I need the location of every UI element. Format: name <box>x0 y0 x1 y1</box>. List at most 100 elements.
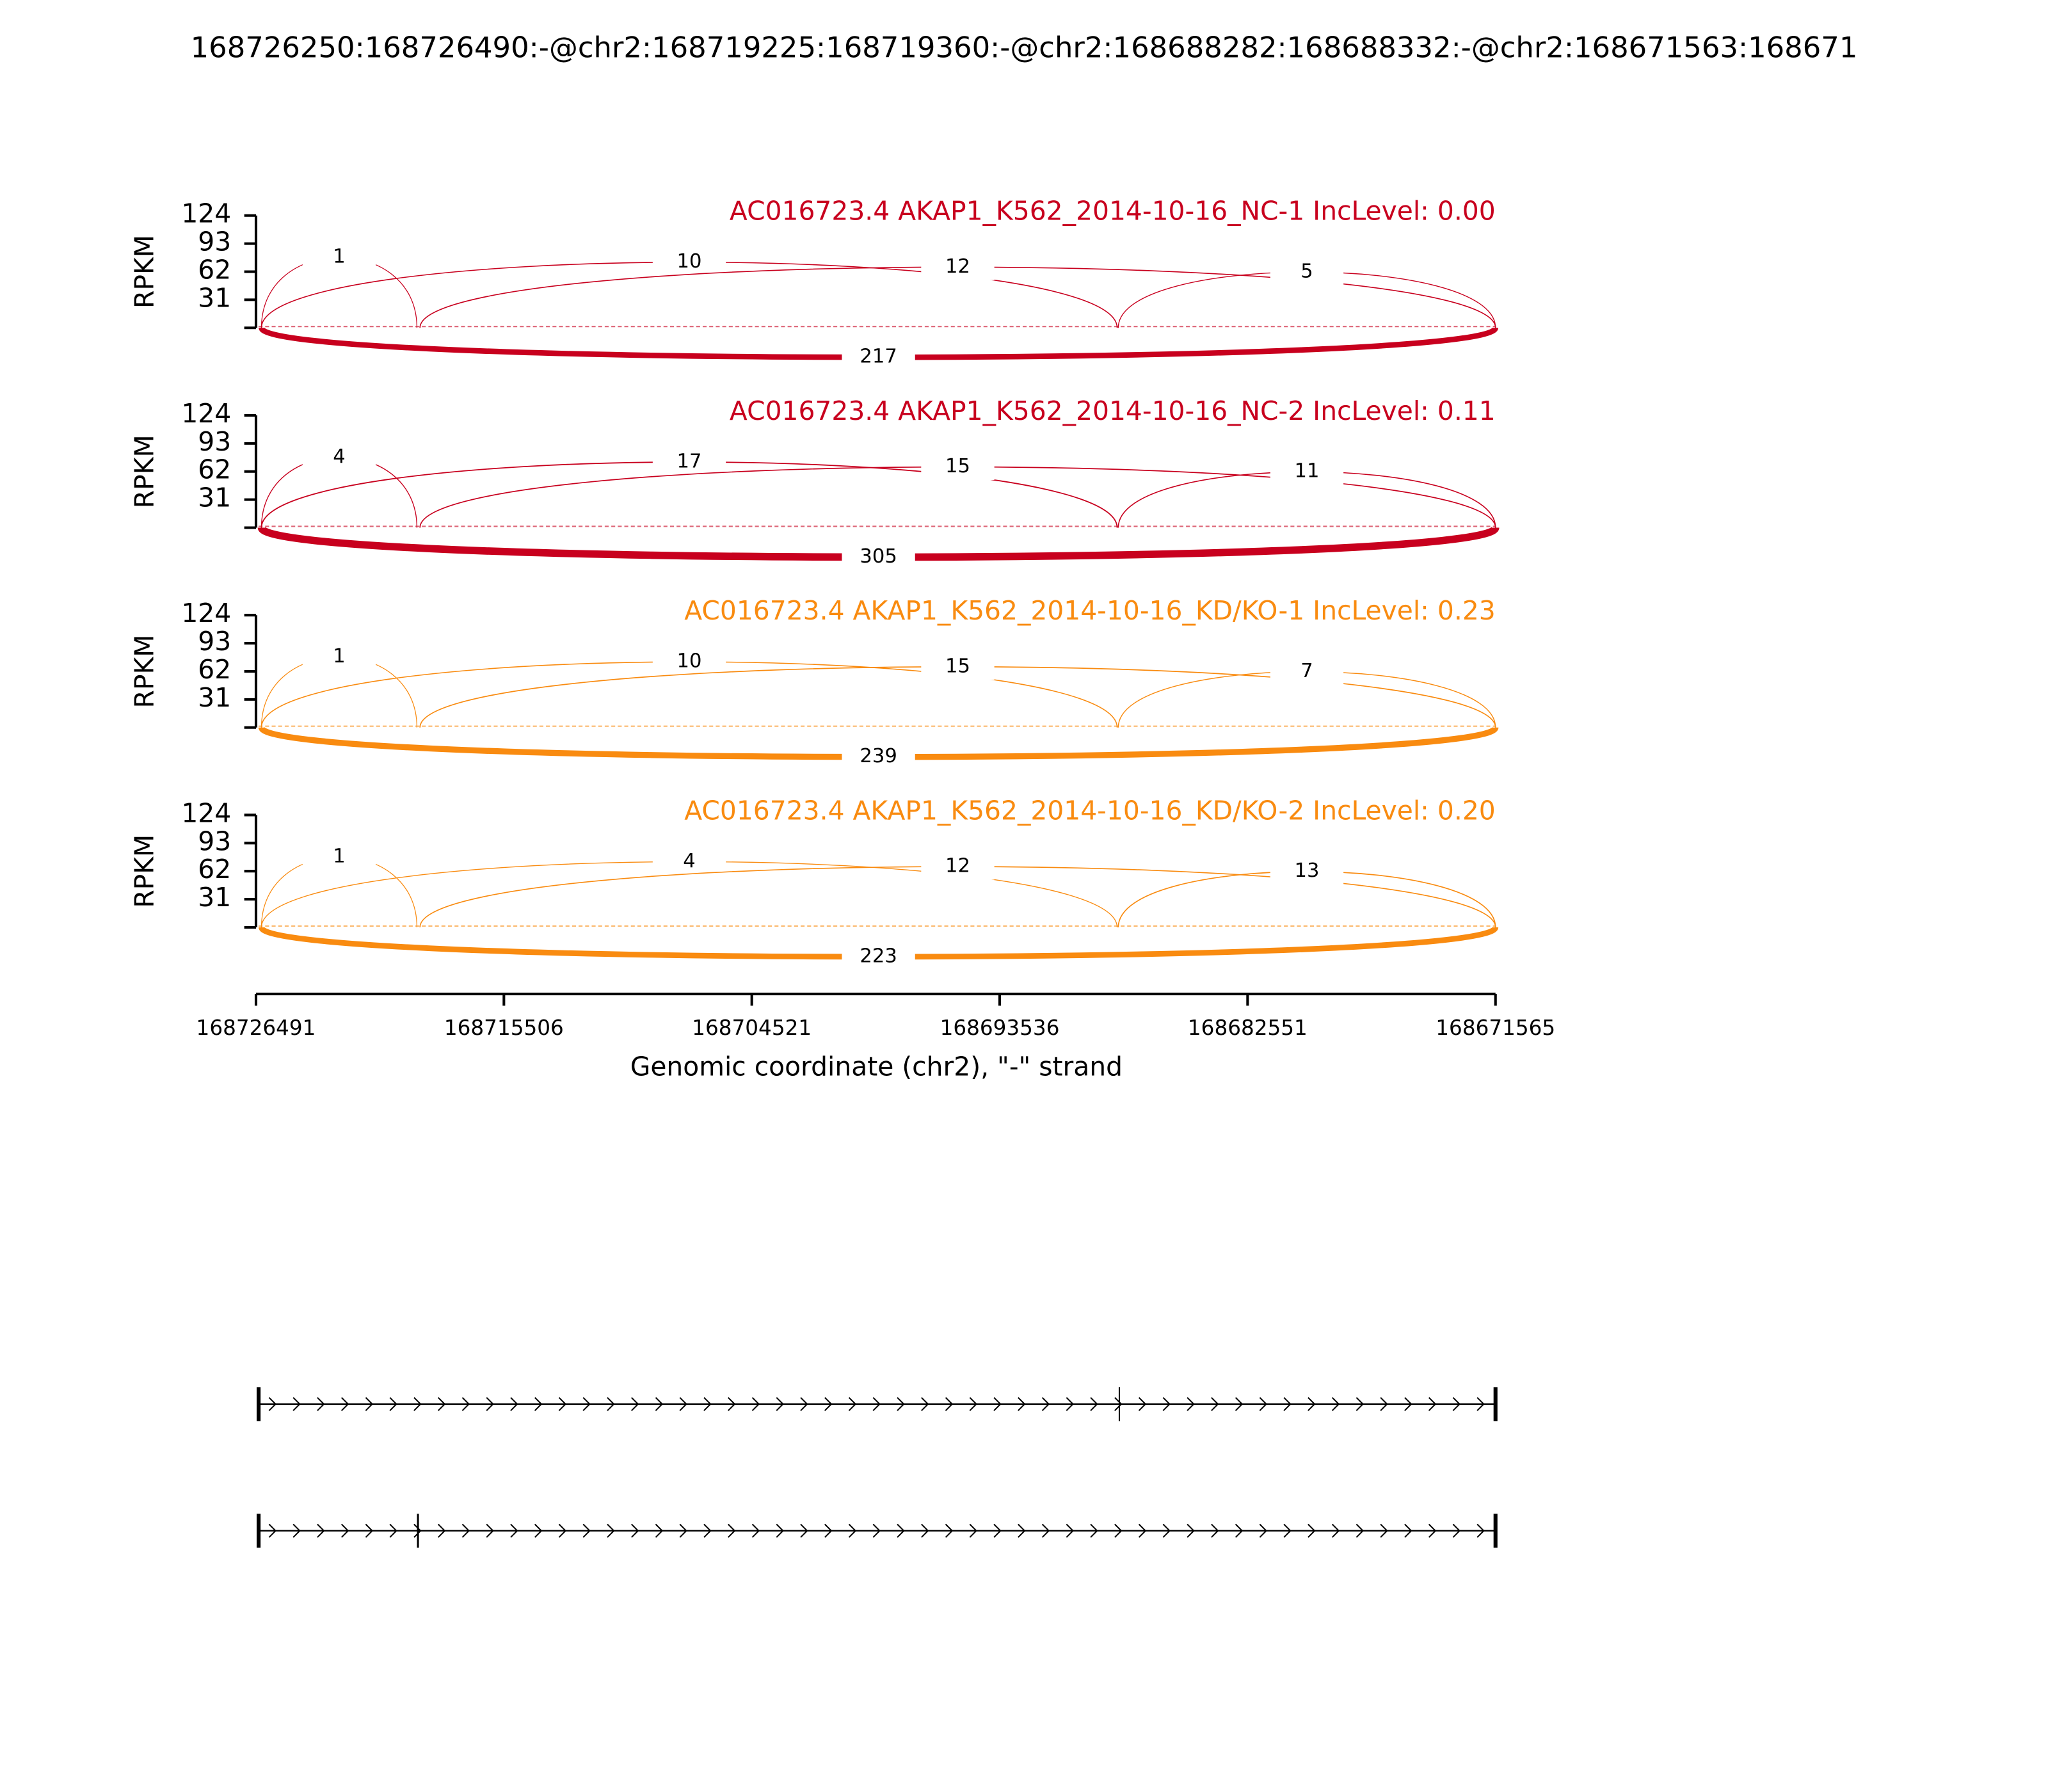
strand-arrow <box>945 1396 954 1411</box>
y-tick-label: 62 <box>198 454 231 485</box>
strand-arrow <box>1259 1396 1268 1411</box>
strand-arrow <box>486 1396 494 1411</box>
strand-arrow <box>872 1396 881 1411</box>
junction-label: 217 <box>860 346 897 368</box>
junction-label-bg <box>652 849 726 875</box>
strand-arrow <box>558 1396 567 1411</box>
y-tick-label: 31 <box>198 882 231 913</box>
strand-arrow <box>534 1396 543 1411</box>
strand-arrow <box>1235 1523 1244 1538</box>
strand-arrow <box>340 1396 349 1411</box>
strand-arrow <box>1452 1396 1461 1411</box>
junction-label-bg <box>921 253 995 280</box>
junction-label-bg <box>1270 259 1344 285</box>
strand-arrow <box>1162 1523 1171 1538</box>
strand-arrow <box>1041 1523 1050 1538</box>
transcript <box>257 1387 1498 1421</box>
strand-arrow <box>389 1523 397 1538</box>
strand-arrow <box>1356 1396 1364 1411</box>
junction-label: 239 <box>860 745 897 767</box>
y-tick-label: 124 <box>181 398 231 429</box>
strand-arrow <box>1066 1523 1074 1538</box>
strand-arrow <box>1380 1523 1388 1538</box>
junction-label-bg <box>921 454 995 480</box>
strand-arrow <box>897 1523 905 1538</box>
junction-label-bg <box>1270 858 1344 885</box>
strand-arrow <box>751 1523 760 1538</box>
strand-arrow <box>389 1396 397 1411</box>
strand-arrow <box>679 1396 687 1411</box>
junction-label: 1 <box>333 246 345 268</box>
strand-arrow <box>824 1523 833 1538</box>
y-tick-label: 31 <box>198 483 231 513</box>
strand-arrow <box>631 1396 639 1411</box>
junction-label-bg <box>921 853 995 880</box>
strand-arrow <box>1114 1396 1123 1411</box>
y-tick-label: 62 <box>198 854 231 884</box>
strand-arrow <box>703 1523 712 1538</box>
strand-arrow <box>365 1523 374 1538</box>
strand-arrow <box>413 1523 422 1538</box>
strand-arrow <box>1211 1523 1219 1538</box>
strand-arrow <box>268 1523 277 1538</box>
strand-arrow <box>317 1396 325 1411</box>
strand-arrow <box>993 1396 1002 1411</box>
strand-arrow <box>486 1523 494 1538</box>
junction-label: 15 <box>945 455 970 477</box>
junction-label-bg <box>302 444 376 470</box>
strand-arrow <box>510 1396 518 1411</box>
x-axis-label: Genomic coordinate (chr2), "-" strand <box>630 1051 1123 1082</box>
junction-label: 12 <box>945 855 970 877</box>
strand-arrow <box>1428 1523 1437 1538</box>
strand-arrow <box>848 1396 857 1411</box>
y-tick-label: 93 <box>198 426 231 457</box>
strand-arrow <box>679 1523 687 1538</box>
junction-label-bg <box>302 644 376 670</box>
junction-label-bg <box>921 653 995 680</box>
strand-arrow <box>1331 1396 1340 1411</box>
y-tick-label: 62 <box>198 254 231 285</box>
strand-arrow <box>1308 1523 1316 1538</box>
junction-label: 4 <box>333 445 345 468</box>
strand-arrow <box>1066 1396 1074 1411</box>
strand-arrow <box>1356 1523 1364 1538</box>
junction-label: 15 <box>945 655 970 677</box>
strand-arrow <box>969 1396 977 1411</box>
junction-label-bg <box>302 844 376 870</box>
junction-label-bg <box>842 943 915 970</box>
strand-arrow <box>800 1523 808 1538</box>
x-tick-label: 168693536 <box>940 1016 1060 1040</box>
junction-label-bg <box>842 544 915 570</box>
strand-arrow <box>728 1396 736 1411</box>
panel-title: AC016723.4 AKAP1_K562_2014-10-16_NC-2 In… <box>730 396 1496 426</box>
strand-arrow <box>1041 1396 1050 1411</box>
junction-label: 223 <box>860 945 897 967</box>
strand-arrow <box>993 1523 1002 1538</box>
strand-arrow <box>1283 1396 1292 1411</box>
junction-label-bg <box>652 249 726 276</box>
strand-arrow <box>1476 1396 1485 1411</box>
y-axis-label: RPKM <box>129 235 160 308</box>
panel-title: AC016723.4 AKAP1_K562_2014-10-16_KD/KO-2… <box>684 795 1496 826</box>
y-tick-label: 31 <box>198 682 231 713</box>
strand-arrow <box>1331 1523 1340 1538</box>
strand-arrow <box>897 1396 905 1411</box>
strand-arrow <box>268 1396 277 1411</box>
strand-arrow <box>582 1523 591 1538</box>
y-axis-label: RPKM <box>129 635 160 708</box>
y-tick-label: 124 <box>181 598 231 628</box>
strand-arrow <box>340 1523 349 1538</box>
transcript <box>257 1514 1498 1548</box>
strand-arrow <box>655 1523 664 1538</box>
strand-arrow <box>292 1396 301 1411</box>
junction-label: 1 <box>333 645 345 668</box>
strand-arrow <box>1235 1396 1244 1411</box>
strand-arrow <box>776 1396 784 1411</box>
strand-arrow <box>1283 1523 1292 1538</box>
junction-label: 1 <box>333 845 345 867</box>
